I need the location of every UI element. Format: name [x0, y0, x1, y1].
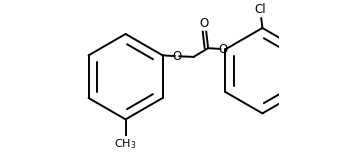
Text: O: O	[218, 43, 227, 56]
Text: Cl: Cl	[255, 3, 266, 16]
Text: CH$_3$: CH$_3$	[114, 137, 137, 151]
Text: O: O	[200, 17, 209, 30]
Text: O: O	[172, 50, 182, 63]
